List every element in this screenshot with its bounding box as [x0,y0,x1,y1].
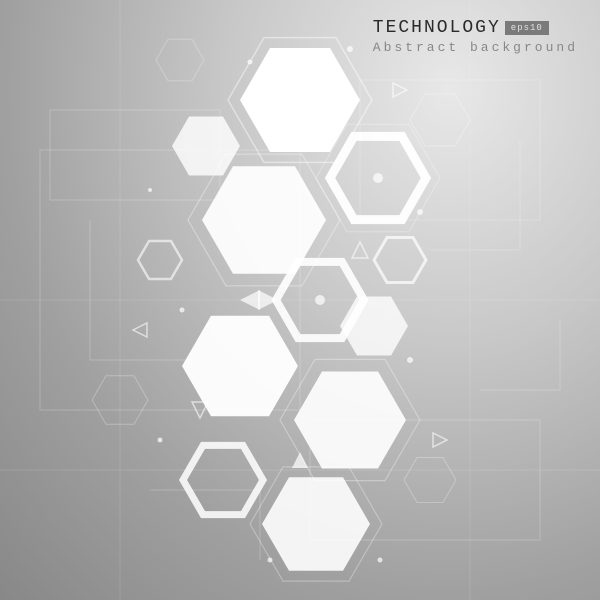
title-sub: Abstract background [373,40,578,55]
abstract-tech-artwork [0,0,600,600]
title-main: TECHNOLOGY [373,18,501,38]
title-block: TECHNOLOGY eps10 Abstract background [373,18,578,55]
format-badge: eps10 [505,21,549,35]
